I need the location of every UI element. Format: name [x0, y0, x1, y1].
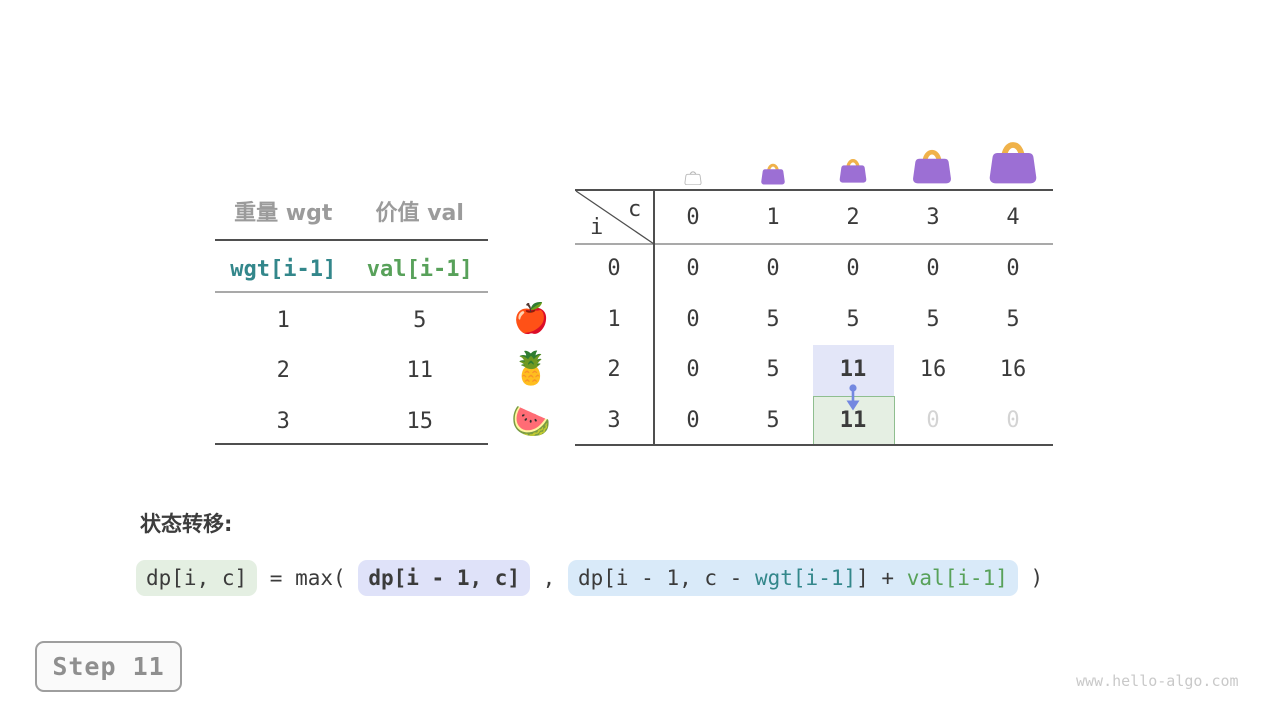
dp-table-bottom-rule — [575, 444, 1053, 446]
formula-arg1-chip: dp[i - 1, c] — [358, 560, 531, 596]
item-1-weight: 1 — [276, 307, 290, 333]
value-column-header: 价值 val — [375, 201, 464, 226]
formula-close-paren: ) — [1017, 566, 1044, 590]
formula-arg2-val: val[i-1] — [906, 566, 1008, 590]
items-table-header-row: 重量 wgt 价值 val — [215, 193, 488, 229]
items-table-accessor-row: wgt[i-1] val[i-1] — [215, 251, 488, 287]
item-row-2: 2 11 — [215, 352, 488, 388]
watermark: www.hello-algo.com — [1076, 672, 1239, 690]
wgt-accessor: wgt[i-1] — [230, 256, 337, 282]
corner-col-label: c — [628, 197, 642, 222]
formula-equals-max: = max( — [257, 566, 359, 590]
state-transition-formula: dp[i, c] = max( dp[i - 1, c] , dp[i - 1,… — [136, 560, 1043, 596]
pineapple-icon: 🍍 — [511, 349, 551, 387]
dp-cell-2-4: 16 — [999, 357, 1027, 382]
empty-bag-icon — [684, 168, 702, 185]
item-3-weight: 3 — [276, 408, 290, 434]
row-header-1: 1 — [607, 307, 621, 332]
dp-cell-1-2: 5 — [846, 307, 860, 332]
dp-cell-0-1: 0 — [766, 256, 780, 281]
watermelon-icon: 🍉 — [511, 402, 551, 440]
col-header-0: 0 — [686, 205, 700, 230]
dp-cell-0-2: 0 — [846, 256, 860, 281]
item-2-weight: 2 — [276, 357, 290, 383]
formula-arg2-wgt: wgt[i-1] — [754, 566, 857, 590]
formula-arg2-chip: dp[i - 1, c - wgt[i-1]] + val[i-1] — [567, 560, 1018, 596]
row-header-3: 3 — [607, 408, 621, 433]
bag-small-icon — [760, 160, 786, 185]
formula-arg2-dp-part: dp[i - 1, c - — [577, 566, 755, 590]
item-row-1: 1 5 — [215, 302, 488, 338]
formula-lhs-chip: dp[i, c] — [136, 560, 258, 596]
dp-table-header-rule — [575, 243, 1053, 245]
corner-diagonal-line — [575, 190, 655, 245]
col-header-2: 2 — [846, 205, 860, 230]
dp-table-vertical-rule — [653, 189, 655, 446]
dp-cell-1-3: 5 — [926, 307, 940, 332]
dp-cell-3-1: 5 — [766, 408, 780, 433]
dp-cell-3-0: 0 — [686, 408, 700, 433]
dp-cell-1-0: 0 — [686, 307, 700, 332]
dp-cell-3-3: 0 — [926, 408, 940, 433]
transition-arrow-icon — [846, 384, 860, 411]
dp-cell-3-2-target: 11 — [839, 408, 867, 433]
bag-large-icon — [911, 144, 953, 184]
dp-cell-2-3: 16 — [919, 357, 947, 382]
corner-row-label: i — [590, 215, 604, 240]
dp-cell-1-4: 5 — [1006, 307, 1020, 332]
row-header-0: 0 — [607, 256, 621, 281]
dp-cell-2-1: 5 — [766, 357, 780, 382]
dp-table-top-rule — [575, 189, 1053, 191]
item-3-value: 15 — [406, 408, 434, 434]
dp-cell-2-0: 0 — [686, 357, 700, 382]
col-header-3: 3 — [926, 205, 940, 230]
item-row-3: 3 15 — [215, 403, 488, 439]
items-table-top-rule — [215, 239, 488, 241]
dp-cell-2-2-source: 11 — [839, 357, 867, 382]
items-table-bottom-rule — [215, 443, 488, 445]
col-header-4: 4 — [1006, 205, 1020, 230]
items-table-mid-rule — [215, 291, 488, 293]
dp-cell-1-1: 5 — [766, 307, 780, 332]
val-accessor: val[i-1] — [366, 256, 473, 282]
dp-cell-0-0: 0 — [686, 256, 700, 281]
col-header-1: 1 — [766, 205, 780, 230]
formula-comma: , — [530, 566, 568, 590]
step-badge: Step 11 — [35, 641, 182, 692]
formula-arg2-plus: ] + — [856, 566, 907, 590]
dp-cell-0-4: 0 — [1006, 256, 1020, 281]
item-2-value: 11 — [406, 357, 434, 383]
bag-medium-icon — [838, 155, 868, 183]
state-transition-label: 状态转移: — [140, 512, 233, 536]
item-1-value: 5 — [413, 307, 427, 333]
dp-cell-3-4: 0 — [1006, 408, 1020, 433]
bag-xlarge-icon — [987, 135, 1039, 184]
apple-icon: 🍎 — [512, 301, 550, 335]
row-header-2: 2 — [607, 357, 621, 382]
weight-column-header: 重量 wgt — [234, 201, 333, 226]
dp-cell-0-3: 0 — [926, 256, 940, 281]
